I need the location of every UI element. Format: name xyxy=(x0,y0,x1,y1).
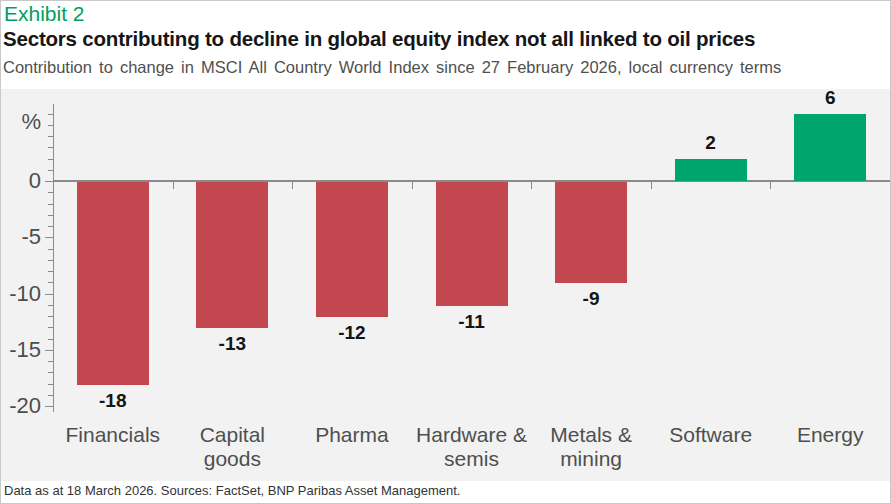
y-axis-minor-tick xyxy=(48,271,53,272)
y-axis-minor-tick xyxy=(48,316,53,317)
value-label-capital-goods: -13 xyxy=(192,332,272,356)
value-label-pharma: -12 xyxy=(312,321,392,345)
y-axis-minor-tick xyxy=(48,159,53,160)
bar-pharma xyxy=(316,182,388,317)
y-axis-minor-tick xyxy=(48,372,53,373)
y-axis-minor-tick xyxy=(48,327,53,328)
y-axis-minor-tick xyxy=(48,282,53,283)
y-axis-major-tick xyxy=(45,350,53,351)
y-axis-minor-tick xyxy=(48,114,53,115)
y-axis-line xyxy=(53,104,54,412)
bar-energy xyxy=(794,114,866,182)
y-axis-minor-tick xyxy=(48,170,53,171)
x-axis-tick xyxy=(412,182,413,189)
y-axis-minor-tick xyxy=(48,136,53,137)
y-axis-minor-tick xyxy=(48,384,53,385)
exhibit-label: Exhibit 2 xyxy=(4,2,85,26)
y-axis-major-tick xyxy=(45,294,53,295)
value-label-software: 2 xyxy=(671,131,751,155)
category-label-energy: Energy xyxy=(771,423,889,447)
y-axis-minor-tick xyxy=(48,226,53,227)
category-label-hardware-semis: Hardware & semis xyxy=(413,423,531,471)
y-axis-minor-tick xyxy=(48,147,53,148)
y-tick-label--20: -20 xyxy=(1,392,41,420)
y-axis-minor-tick xyxy=(48,361,53,362)
y-axis-minor-tick xyxy=(48,395,53,396)
y-axis-major-tick xyxy=(45,237,53,238)
y-tick-label-0: 0 xyxy=(1,167,41,195)
y-axis-minor-tick xyxy=(48,339,53,340)
y-axis-minor-tick xyxy=(48,215,53,216)
category-label-software: Software xyxy=(652,423,770,447)
chart-title: Sectors contributing to decline in globa… xyxy=(3,25,883,52)
x-axis-tick xyxy=(173,182,174,189)
category-label-pharma: Pharma xyxy=(293,423,411,447)
y-axis-major-tick xyxy=(45,181,53,182)
x-axis-tick xyxy=(292,182,293,189)
bar-software xyxy=(675,159,747,182)
value-label-energy: 6 xyxy=(790,86,870,110)
bar-metals-mining xyxy=(555,182,627,283)
y-tick-label--10: -10 xyxy=(1,280,41,308)
y-axis-minor-tick xyxy=(48,125,53,126)
chart-subtitle: Contribution to change in MSCI All Count… xyxy=(3,56,887,78)
value-label-financials: -18 xyxy=(73,389,153,413)
y-tick-label--15: -15 xyxy=(1,336,41,364)
y-axis-unit-label: % xyxy=(1,109,41,135)
category-label-financials: Financials xyxy=(54,423,172,447)
category-label-capital-goods: Capital goods xyxy=(173,423,291,471)
x-axis-tick xyxy=(770,182,771,189)
category-label-metals-mining: Metals & mining xyxy=(532,423,650,471)
value-label-metals-mining: -9 xyxy=(551,287,631,311)
y-axis-minor-tick xyxy=(48,305,53,306)
y-axis-major-tick xyxy=(45,406,53,407)
x-axis-tick xyxy=(531,182,532,189)
value-label-hardware-semis: -11 xyxy=(432,310,512,334)
bar-capital-goods xyxy=(196,182,268,328)
bar-financials xyxy=(77,182,149,385)
x-axis-tick xyxy=(651,182,652,189)
plot-area: % 0 -5 -10 -15 -20 -18 Financials -13 Capital go… xyxy=(1,89,890,481)
bar-hardware-semis xyxy=(436,182,508,306)
y-axis-minor-tick xyxy=(48,192,53,193)
exhibit-chart-card: Exhibit 2 Sectors contributing to declin… xyxy=(0,0,891,504)
y-axis-minor-tick xyxy=(48,249,53,250)
source-note: Data as at 18 March 2026. Sources: FactS… xyxy=(4,483,884,499)
y-tick-label--5: -5 xyxy=(1,223,41,251)
y-axis-minor-tick xyxy=(48,260,53,261)
y-axis-minor-tick xyxy=(48,204,53,205)
